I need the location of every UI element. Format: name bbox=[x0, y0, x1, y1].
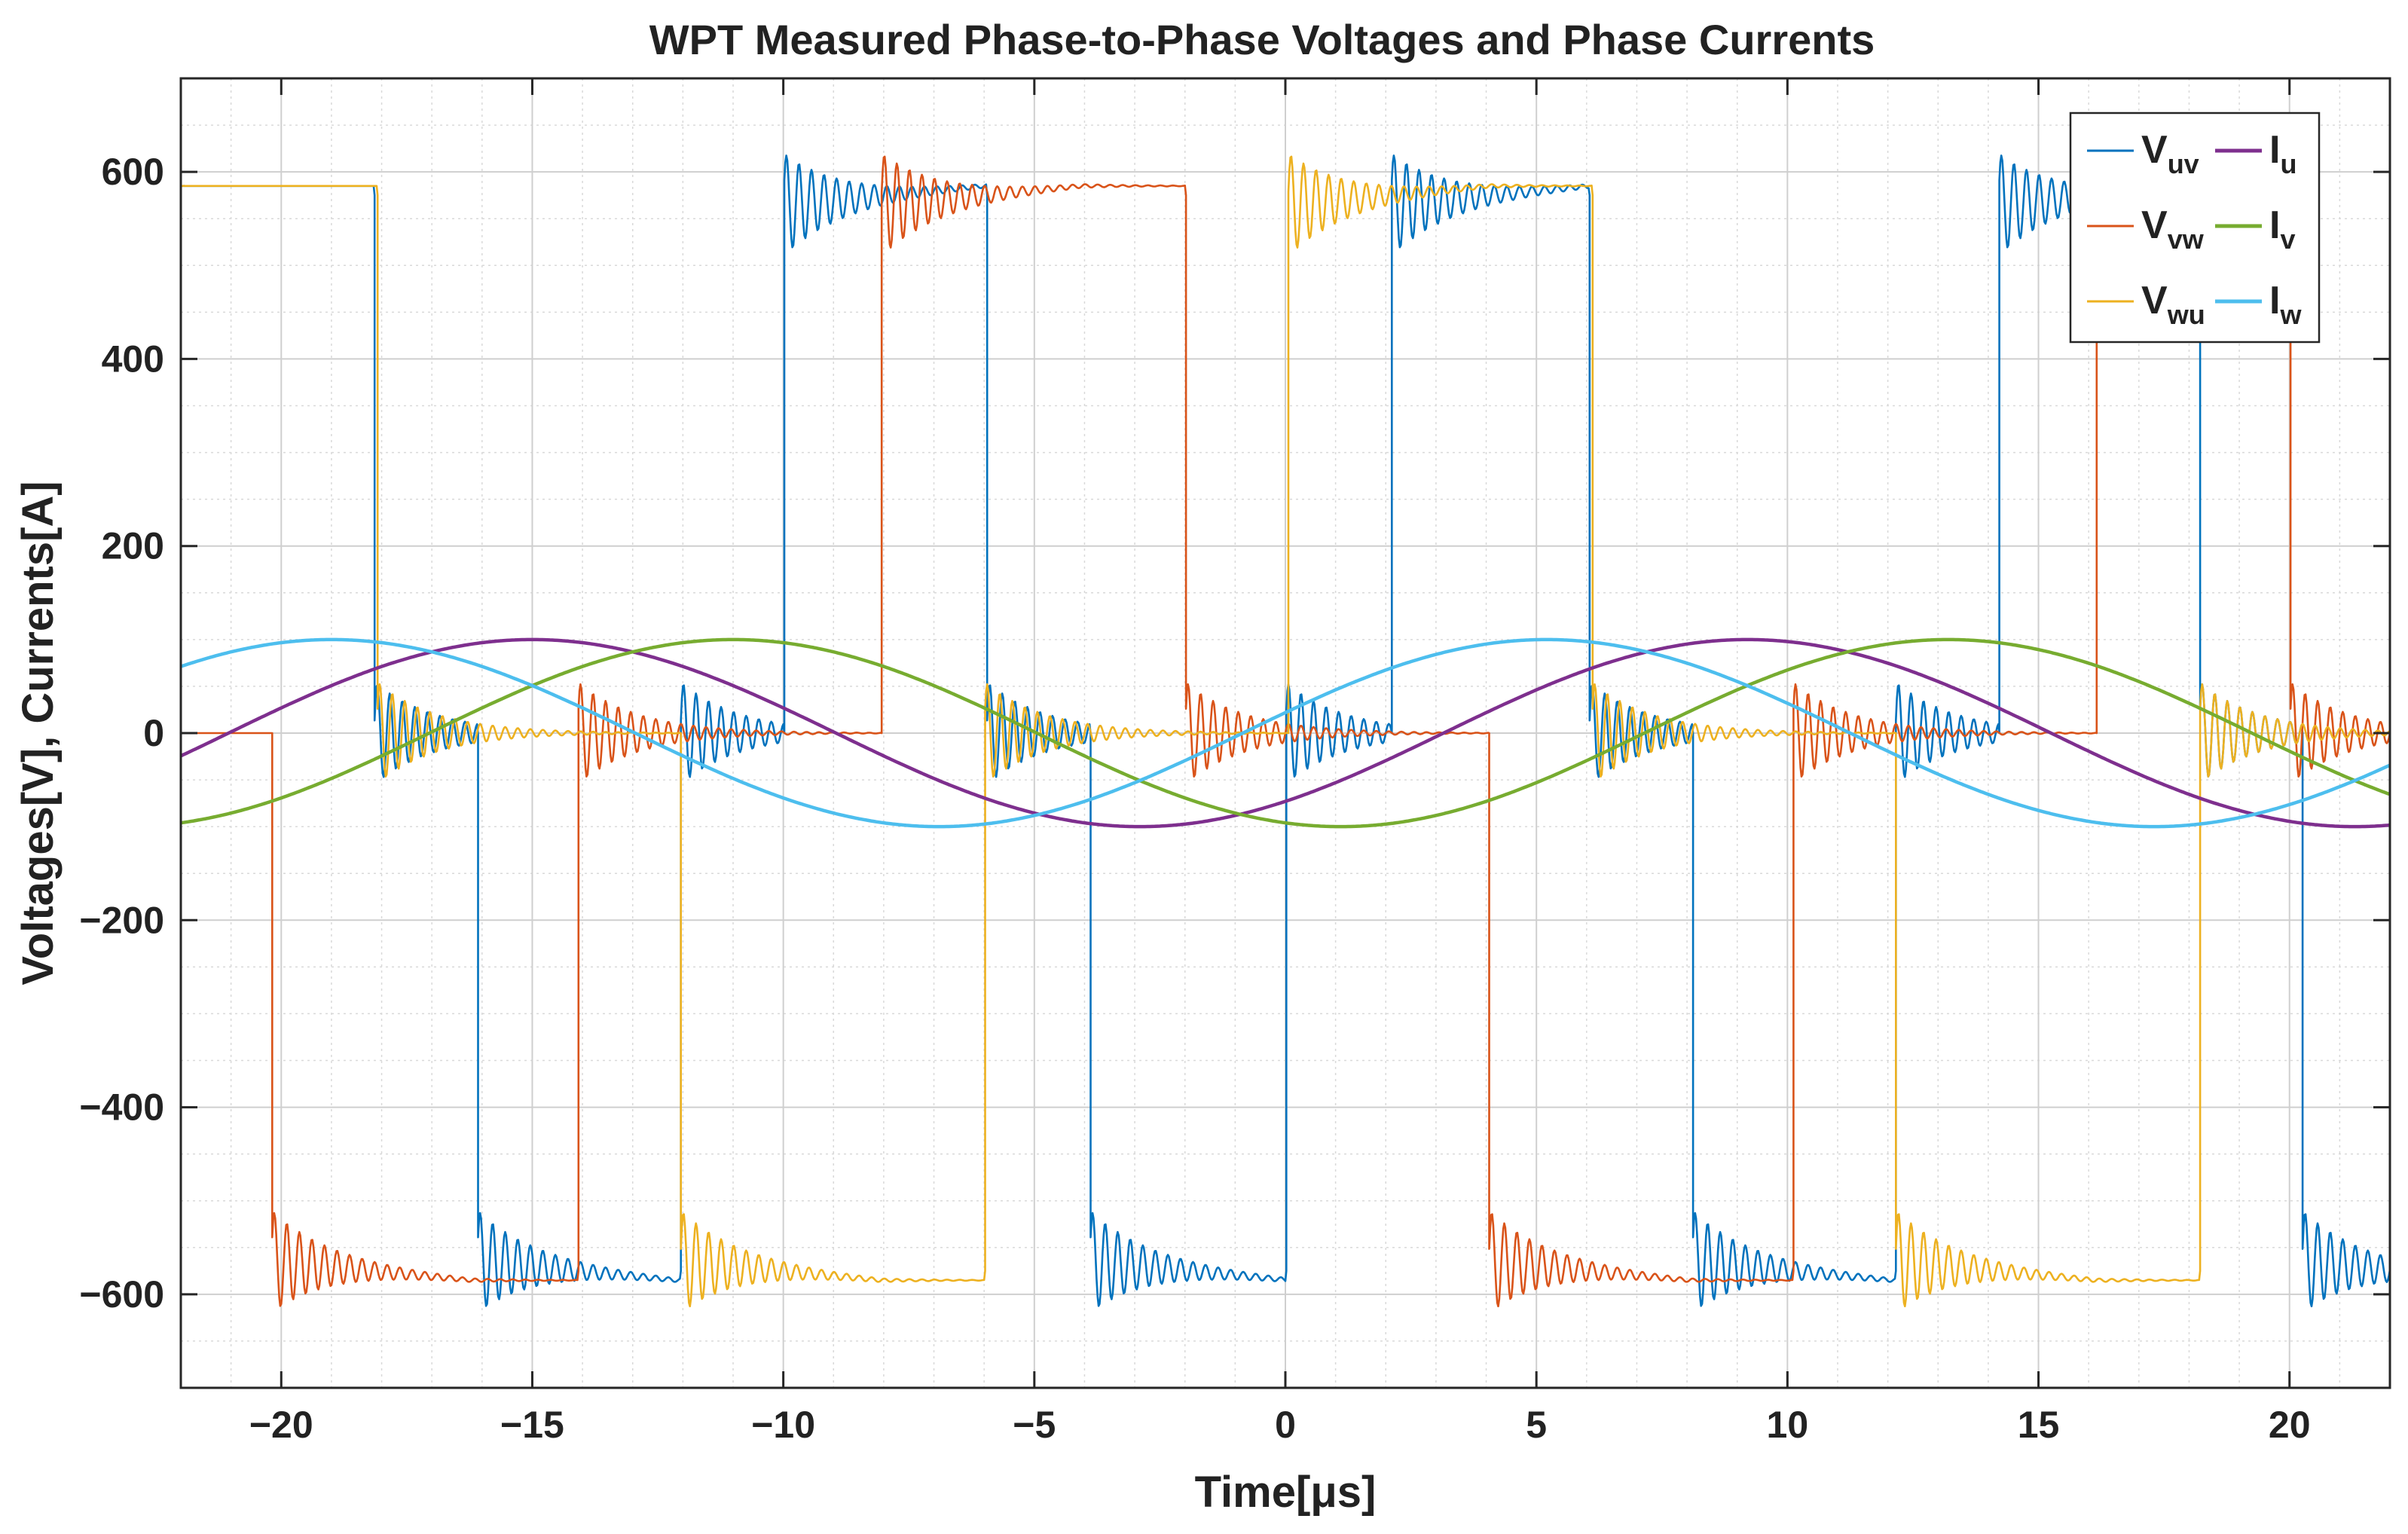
legend-label-v-uv: Vuv bbox=[2141, 128, 2199, 179]
legend-label-i-w: Iw bbox=[2269, 279, 2302, 330]
x-axis-label: Time[μs] bbox=[1195, 1468, 1377, 1517]
series-layer bbox=[181, 154, 2390, 1308]
chart-title: WPT Measured Phase-to-Phase Voltages and… bbox=[649, 16, 1875, 63]
y-tick-label: 400 bbox=[102, 338, 164, 380]
series-line-i-w bbox=[181, 637, 2390, 829]
x-tick-label: −20 bbox=[249, 1404, 313, 1446]
y-axis-label: Voltages[V], Currents[A] bbox=[14, 481, 63, 985]
x-tick-label: −5 bbox=[1013, 1404, 1056, 1446]
series-line-i-u bbox=[181, 637, 2390, 829]
y-tick-label: 0 bbox=[143, 712, 164, 754]
x-tick-label: 0 bbox=[1275, 1404, 1296, 1446]
legend-label-i-u: Iu bbox=[2269, 128, 2296, 179]
legend-label-i-v: Iv bbox=[2269, 203, 2295, 255]
x-tick-label: −15 bbox=[500, 1404, 564, 1446]
y-tick-label: −600 bbox=[79, 1273, 164, 1316]
y-tick-label: 200 bbox=[102, 525, 164, 567]
y-tick-label: 600 bbox=[102, 151, 164, 193]
x-tick-label: 10 bbox=[1767, 1404, 1809, 1446]
x-tick-label: −10 bbox=[751, 1404, 815, 1446]
series-line-i-v bbox=[181, 637, 2390, 829]
legend: Vuv Iu Vvw Iv Vwu Iw bbox=[2069, 112, 2321, 344]
y-axis-ticks: 600 400 200 0 −200 −400 −600 bbox=[79, 151, 2390, 1316]
x-tick-label: 5 bbox=[1526, 1404, 1547, 1446]
y-tick-label: −400 bbox=[79, 1086, 164, 1129]
legend-label-v-wu: Vwu bbox=[2141, 279, 2205, 330]
x-axis-ticks: −20 −15 −10 −5 0 5 10 15 20 bbox=[249, 78, 2311, 1446]
series-line-v-uv bbox=[181, 154, 2390, 1308]
legend-label-v-vw: Vvw bbox=[2141, 203, 2205, 255]
x-tick-label: 20 bbox=[2269, 1404, 2311, 1446]
x-tick-label: 15 bbox=[2018, 1404, 2060, 1446]
series-line-v-wu bbox=[181, 155, 2390, 1308]
y-tick-label: −200 bbox=[79, 899, 164, 941]
